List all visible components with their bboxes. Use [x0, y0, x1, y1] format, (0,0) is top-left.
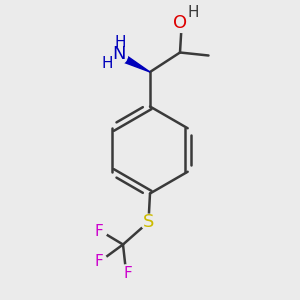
Text: H: H [114, 35, 126, 50]
Circle shape [173, 16, 190, 32]
Text: F: F [94, 254, 103, 268]
Circle shape [94, 224, 107, 238]
Circle shape [119, 265, 133, 278]
Text: F: F [123, 266, 132, 280]
Text: S: S [143, 213, 154, 231]
Text: H: H [101, 56, 113, 71]
Circle shape [141, 214, 156, 230]
Text: F: F [94, 224, 103, 238]
Text: N: N [112, 45, 125, 63]
Circle shape [94, 254, 107, 268]
Text: O: O [173, 14, 187, 32]
Text: H: H [187, 5, 199, 20]
Circle shape [110, 46, 128, 64]
Polygon shape [116, 52, 150, 72]
